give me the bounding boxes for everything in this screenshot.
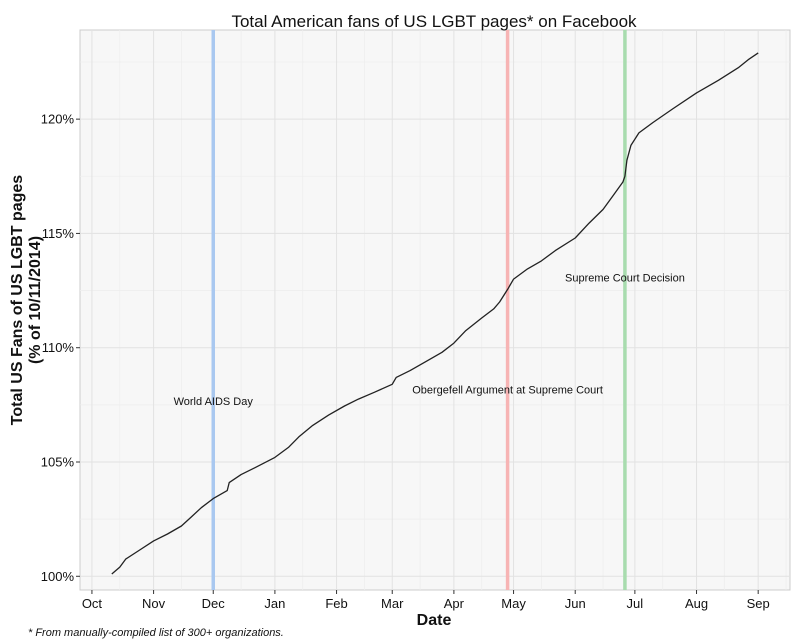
event-annotations: World AIDS Day Obergefell Argument at Sup… — [174, 272, 685, 407]
y-tick-label: 120% — [41, 112, 75, 127]
x-tick-label: Feb — [325, 596, 347, 611]
y-axis: 100% 105% 110% 115% 120% — [41, 112, 80, 584]
series-line — [111, 52, 759, 575]
y-tick-label: 110% — [42, 340, 75, 355]
x-tick-label: May — [501, 596, 526, 611]
plot-area — [79, 29, 791, 591]
y-tick-label: 115% — [42, 226, 75, 241]
y-axis-title-line-2: (% of 10/11/2014) — [27, 236, 44, 364]
x-tick-label: Aug — [685, 596, 708, 611]
x-tick-label: Jan — [264, 596, 285, 611]
y-tick-label: 100% — [41, 569, 75, 584]
event-label: World AIDS Day — [174, 396, 254, 408]
x-tick-label: Sep — [747, 596, 770, 611]
gridlines — [80, 30, 790, 590]
x-tick-label: Apr — [444, 596, 465, 611]
x-tick-label: Jun — [565, 596, 586, 611]
x-axis: Oct Nov Dec Jan Feb Mar Apr May Jun Jul Aug Sep — [82, 590, 770, 611]
x-tick-label: Nov — [142, 596, 166, 611]
event-lines — [211, 30, 627, 590]
x-tick-label: Mar — [381, 596, 404, 611]
series-lines — [111, 52, 759, 575]
x-axis-title: Date — [417, 612, 452, 629]
x-tick-label: Oct — [82, 596, 103, 611]
chart-title: Total American fans of US LGBT pages* on… — [231, 12, 637, 31]
x-tick-label: Jul — [627, 596, 644, 611]
y-axis-title-line-1: Total US Fans of US LGBT pages — [9, 175, 26, 425]
footnote: * From manually-compiled list of 300+ or… — [28, 627, 284, 639]
x-tick-label: Dec — [202, 596, 226, 611]
event-label: Supreme Court Decision — [565, 272, 685, 284]
event-label: Obergefell Argument at Supreme Court — [412, 384, 603, 396]
y-tick-label: 105% — [41, 455, 75, 470]
